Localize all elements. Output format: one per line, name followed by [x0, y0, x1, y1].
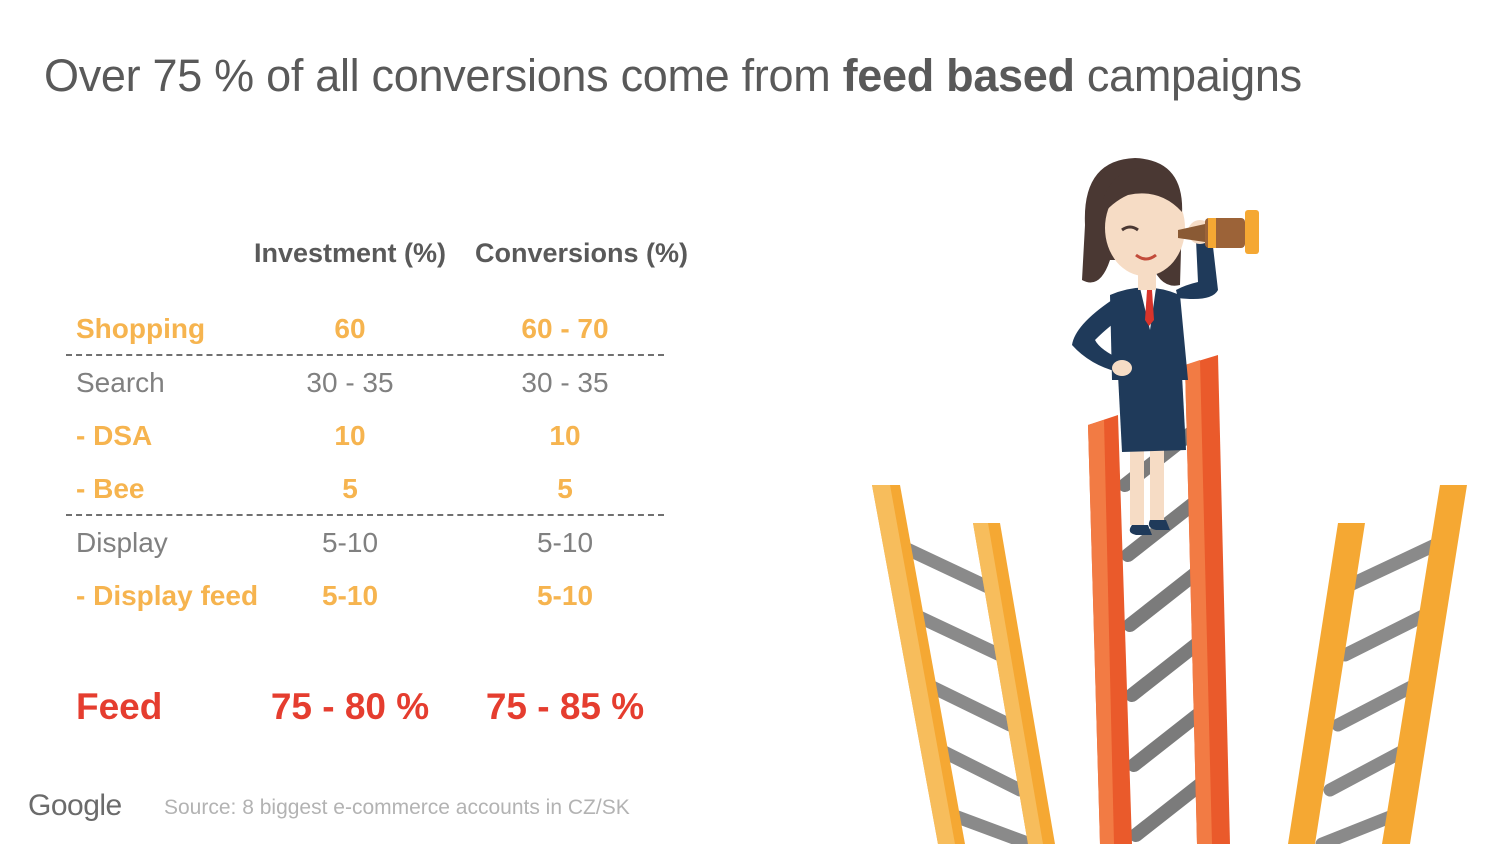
- slide-title: Over 75 % of all conversions come from f…: [44, 50, 1302, 102]
- total-conversions: 75 - 85 %: [485, 686, 645, 727]
- source-note: Source: 8 biggest e-commerce accounts in…: [164, 796, 630, 819]
- header-investment: Investment (%): [253, 238, 447, 268]
- row-investment-display-feed: 5-10: [321, 580, 379, 611]
- center-ladder: [1088, 355, 1230, 844]
- campaign-table: Investment (%) Conversions (%) Shopping …: [0, 0, 760, 760]
- title-suffix: campaigns: [1074, 50, 1302, 101]
- row-investment-dsa: 10: [334, 420, 366, 451]
- title-bold: feed based: [842, 50, 1075, 101]
- total-label: Feed: [76, 686, 163, 727]
- row-conversions-dsa: 10: [549, 420, 581, 451]
- row-conversions-display: 5-10: [536, 527, 594, 558]
- row-label-dsa: - DSA: [76, 420, 153, 451]
- right-ladder: [1288, 485, 1467, 844]
- spyglass: [1178, 210, 1259, 254]
- row-investment-search: 30 - 35: [306, 367, 394, 398]
- row-conversions-display-feed: 5-10: [536, 580, 594, 611]
- total-investment: 75 - 80 %: [270, 686, 430, 727]
- woman-on-ladder-illustration: [872, 158, 1467, 844]
- header-conversions: Conversions (%): [475, 238, 689, 268]
- woman-figure: [1072, 158, 1259, 535]
- row-label-bee: - Bee: [76, 473, 145, 504]
- left-ladder: [872, 485, 1055, 844]
- row-conversions-search: 30 - 35: [521, 367, 609, 398]
- row-investment-bee: 5: [342, 473, 358, 504]
- google-logo: Google: [28, 789, 122, 822]
- row-investment-display: 5-10: [321, 527, 379, 558]
- row-conversions-bee: 5: [557, 473, 573, 504]
- divider-bottom: [66, 514, 664, 516]
- row-label-search: Search: [76, 367, 165, 398]
- row-conversions-shopping: 60 - 70: [521, 313, 609, 344]
- row-investment-shopping: 60: [334, 313, 366, 344]
- title-prefix: Over 75 % of all conversions come from: [44, 50, 843, 101]
- row-label-shopping: Shopping: [76, 313, 206, 344]
- row-label-display: Display: [76, 527, 168, 558]
- row-label-display-feed: - Display feed: [76, 580, 259, 611]
- divider-top: [66, 354, 664, 356]
